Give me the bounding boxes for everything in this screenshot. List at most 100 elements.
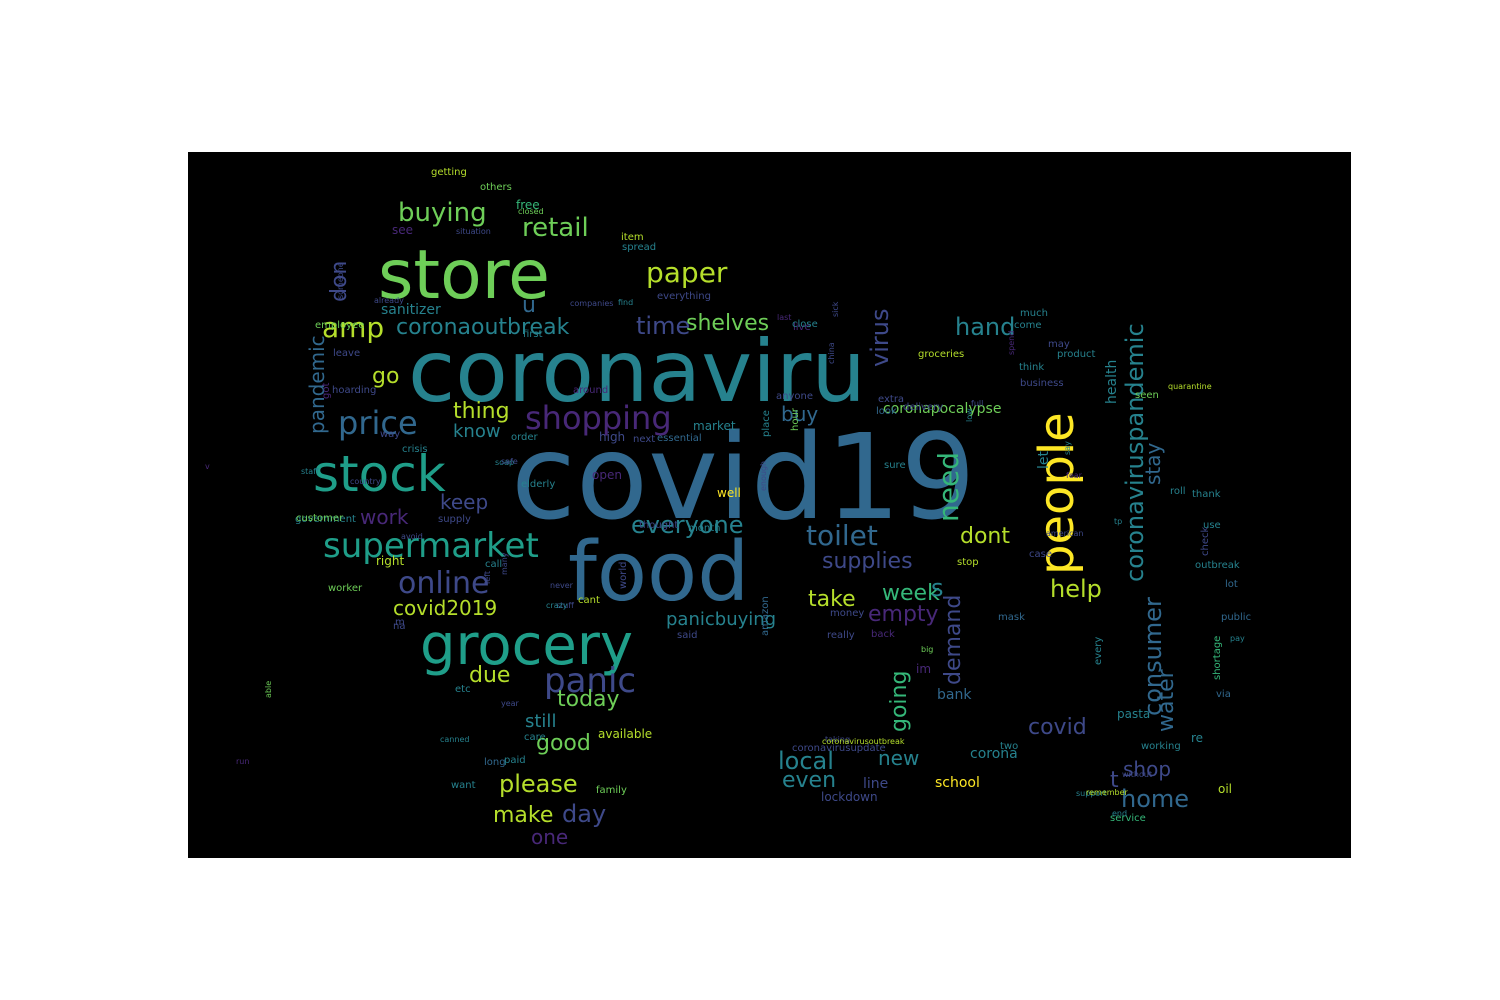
- word-mask: mask: [998, 612, 1025, 623]
- word-retail: retail: [522, 213, 589, 243]
- word-s: s: [931, 574, 944, 602]
- word-dont: dont: [960, 524, 1010, 549]
- word-without: without: [1122, 770, 1152, 779]
- word-delivery: delivery: [903, 402, 943, 413]
- word-demand: demand: [941, 595, 966, 685]
- word-stock: stock: [313, 445, 446, 503]
- word-toilet: toilet: [806, 519, 878, 552]
- word-support: support: [1076, 789, 1107, 798]
- word-canned: canned: [440, 735, 469, 744]
- word-already: already: [374, 296, 404, 305]
- word-keep: keep: [440, 490, 488, 514]
- word-available: available: [598, 727, 652, 741]
- word-avoid: avoid: [401, 532, 423, 541]
- word-customer: customer: [296, 513, 344, 524]
- word-first: first: [523, 329, 543, 340]
- word-coronavirusupdate: coronavirusupdate: [792, 743, 886, 754]
- word-shopping: shopping: [525, 399, 672, 437]
- word-supplies: supplies: [822, 549, 913, 574]
- word-call: call: [485, 559, 502, 570]
- word-go: go: [372, 364, 399, 389]
- word-end: end: [1112, 809, 1127, 818]
- word-etc: etc: [455, 684, 471, 695]
- word-please: please: [499, 770, 578, 798]
- word-thought: thought: [639, 520, 678, 531]
- word-shortage: shortage: [1212, 636, 1223, 680]
- word-tp: tp: [1114, 517, 1122, 526]
- word-around: around: [573, 385, 608, 396]
- word-want: want: [451, 780, 476, 791]
- word-item: item: [621, 232, 644, 243]
- word-check: check: [1200, 527, 1211, 556]
- word-look: look: [876, 406, 897, 417]
- word-amazon: amazon: [760, 596, 771, 636]
- word-extra: extra: [878, 394, 904, 405]
- word-going: going: [887, 671, 912, 732]
- word-roll: roll: [1170, 486, 1186, 497]
- word-open: open: [592, 468, 622, 482]
- word-country: country: [350, 477, 381, 486]
- word-money: money: [830, 608, 864, 619]
- word-quarantine: quarantine: [1168, 382, 1212, 391]
- word-spend: spend: [1007, 331, 1016, 355]
- word-everyone: everyone: [631, 511, 743, 539]
- word-home: home: [1121, 785, 1189, 813]
- word-lot: lot: [1225, 579, 1238, 590]
- word-work: work: [360, 505, 409, 529]
- word-don: don: [327, 261, 352, 302]
- word-need: need: [932, 452, 965, 522]
- word-enough: enough: [759, 461, 768, 491]
- word-spread: spread: [622, 242, 656, 253]
- word-paper: paper: [646, 256, 728, 289]
- word-water: water: [1154, 668, 1179, 732]
- word-paid: paid: [504, 755, 526, 766]
- word-public: public: [1221, 612, 1251, 623]
- word-live: live: [793, 322, 811, 333]
- word-companies: companies: [570, 299, 613, 308]
- word-safe: safe: [501, 457, 518, 466]
- word-free: free: [516, 198, 540, 212]
- word-store: store: [378, 236, 550, 315]
- word-close: close: [792, 319, 818, 330]
- word-right: right: [376, 554, 404, 568]
- word-last: last: [777, 313, 791, 322]
- word-amp: amp: [322, 311, 384, 344]
- word-virus: virus: [866, 309, 894, 367]
- word-long: long: [484, 757, 506, 768]
- word-thank: thank: [1192, 489, 1221, 500]
- word-shop: shop: [1123, 757, 1171, 781]
- word-elderly: elderly: [521, 479, 555, 490]
- word-know: know: [453, 421, 501, 442]
- word-today: today: [557, 687, 620, 712]
- word-well: well: [717, 486, 741, 500]
- word-find: find: [618, 298, 633, 307]
- word-product: product: [1057, 349, 1096, 360]
- word-month: month: [688, 523, 720, 534]
- word-local: local: [778, 747, 834, 775]
- word-come: come: [1014, 320, 1042, 331]
- word-coronaviru: coronaviru: [408, 322, 866, 422]
- word-people: people: [1029, 412, 1085, 575]
- word-consumer: consumer: [1139, 597, 1167, 716]
- word-panicbuying: panicbuying: [666, 609, 776, 630]
- word-day: day: [562, 800, 606, 828]
- word-american: american: [1046, 529, 1084, 538]
- word-food: food: [568, 525, 749, 620]
- word-even: even: [782, 768, 836, 793]
- word-pay: pay: [1230, 634, 1245, 643]
- word-year: year: [501, 699, 520, 708]
- word-two: two: [1000, 741, 1018, 752]
- word-care: care: [524, 732, 546, 743]
- word-never: never: [550, 581, 574, 590]
- word-really: really: [827, 630, 855, 641]
- word-working: working: [1141, 741, 1181, 752]
- word-grocery: grocery: [420, 613, 633, 678]
- word-closed: closed: [518, 207, 544, 216]
- word-worker: worker: [328, 583, 363, 594]
- word-essential: essential: [657, 433, 702, 444]
- word-market: market: [693, 419, 736, 433]
- word-hoarding: hoarding: [332, 385, 376, 396]
- word-government: government: [295, 514, 356, 525]
- word-every: every: [1093, 637, 1104, 665]
